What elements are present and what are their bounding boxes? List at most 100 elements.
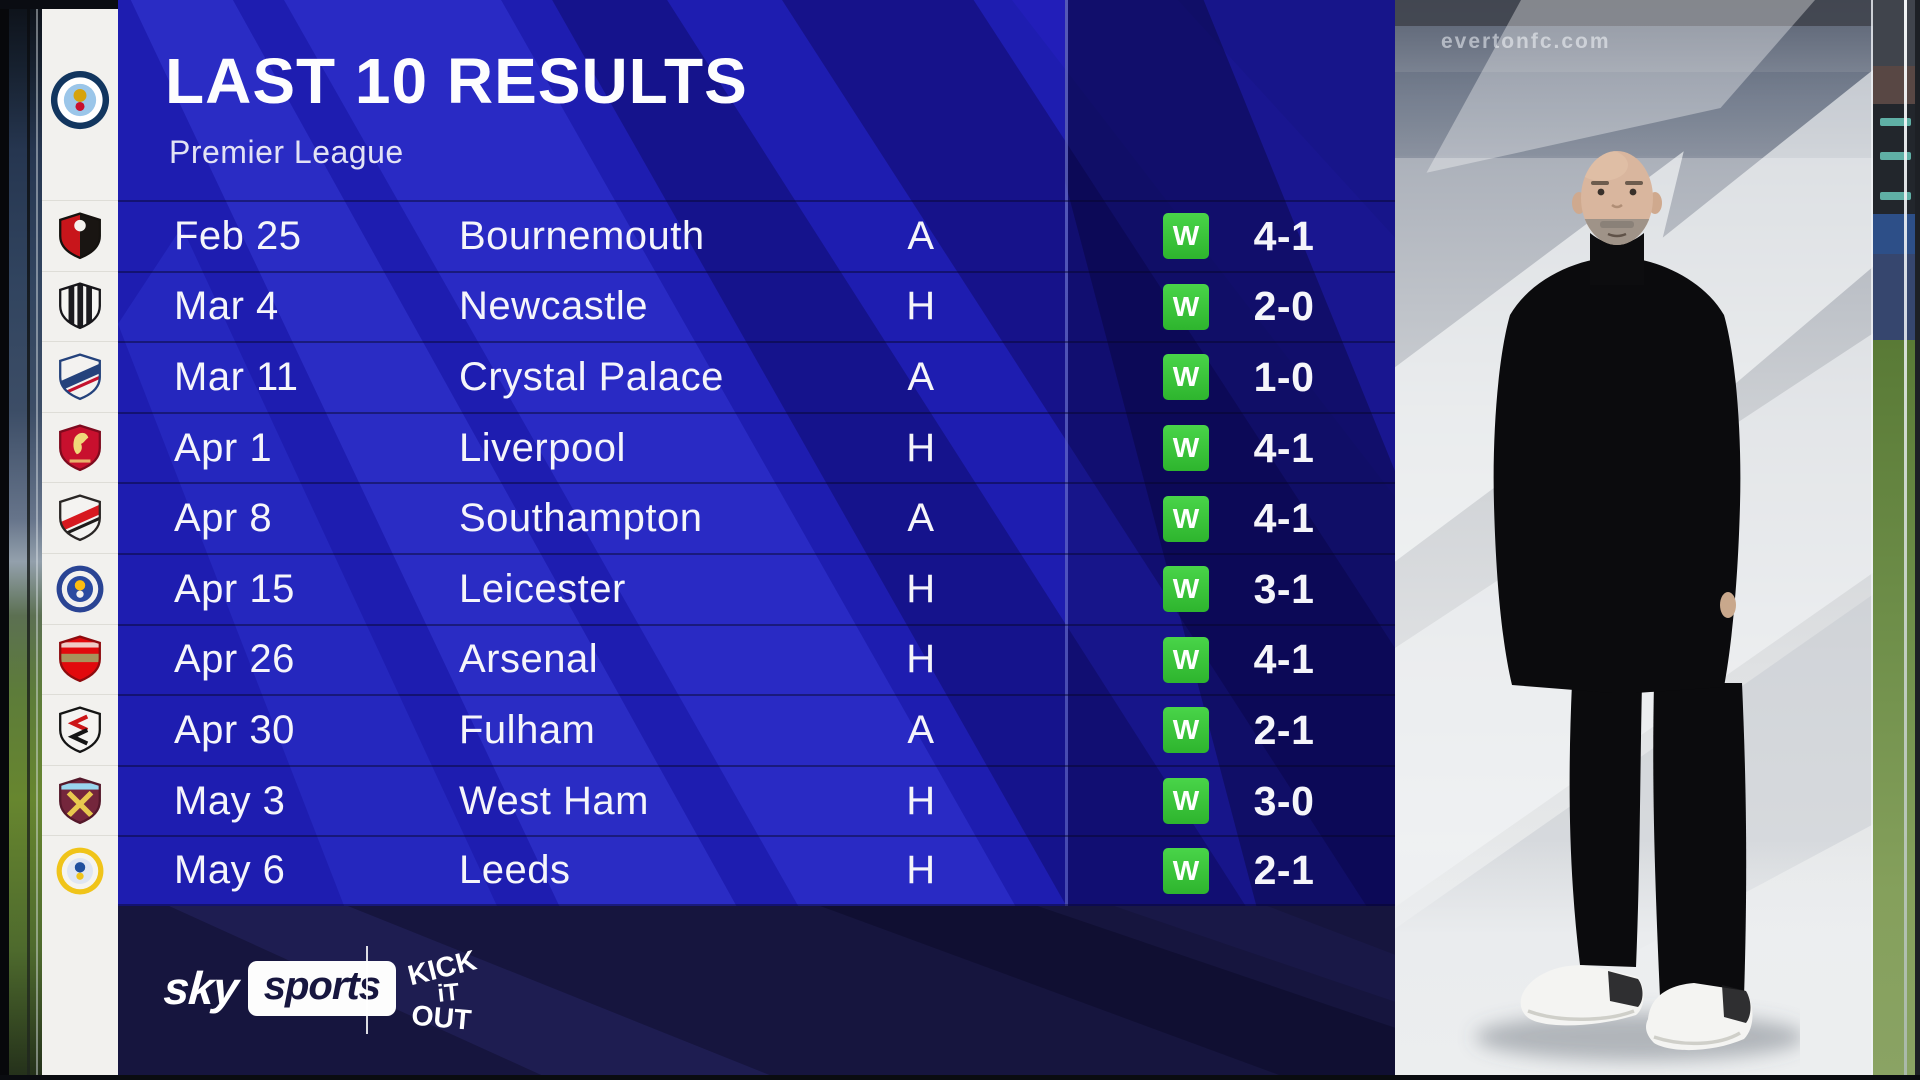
sneakers — [1520, 965, 1753, 1051]
sky-wordmark: sky — [162, 962, 240, 1014]
match-date: May 6 — [174, 848, 286, 893]
result-row: May 3 West Ham H W 3-0 — [118, 764, 1395, 836]
opponent-name: Southampton — [459, 496, 703, 541]
match-date: Apr 8 — [174, 496, 273, 541]
stadium-roof-band — [1395, 0, 1920, 26]
venue-indicator: A — [907, 496, 935, 541]
match-score: 2-1 — [1253, 706, 1315, 753]
result-badge: W — [1163, 778, 1209, 825]
venue-indicator: H — [906, 637, 936, 682]
opponent-name: Leeds — [459, 848, 571, 893]
result-badge: W — [1163, 354, 1209, 401]
venue-indicator: H — [906, 566, 936, 611]
left-glint-line — [36, 0, 38, 1080]
page-title: LAST 10 RESULTS — [165, 45, 748, 117]
bournemouth-crest-icon — [59, 212, 101, 259]
result-badge: W — [1163, 847, 1209, 894]
result-row: Apr 8 Southampton A W 4-1 — [118, 482, 1395, 553]
opponent-crest-cell — [42, 411, 118, 483]
match-score: 4-1 — [1253, 636, 1315, 683]
match-score: 3-1 — [1253, 565, 1315, 612]
scoreboard-glow — [1880, 118, 1911, 126]
stadium-video-left-sliver — [0, 0, 42, 1080]
crowd-band — [1873, 254, 1920, 340]
west-ham-crest-icon — [59, 776, 101, 824]
legs — [1569, 683, 1747, 997]
manager-photo — [1475, 151, 1800, 1061]
match-date: Apr 15 — [174, 566, 295, 611]
result-badge: W — [1163, 495, 1209, 542]
result-row: Apr 26 Arsenal H W 4-1 — [118, 623, 1395, 695]
opponent-name: Crystal Palace — [459, 354, 724, 399]
top-edge-shadow — [0, 0, 118, 9]
venue-indicator: H — [906, 848, 936, 893]
frost-edge-line — [1871, 0, 1873, 1080]
venue-indicator: A — [907, 354, 935, 399]
crest-column — [42, 0, 118, 1080]
scoreboard — [1873, 104, 1920, 214]
match-date: Apr 30 — [174, 707, 295, 752]
leeds-crest-icon — [56, 847, 104, 895]
match-score: 2-1 — [1253, 847, 1315, 894]
logo-separator-line — [366, 946, 368, 1034]
stadium-video-right-sliver — [1873, 0, 1920, 1080]
stand-structure — [1873, 66, 1920, 104]
opponent-name: Liverpool — [459, 425, 626, 470]
opponent-name: Newcastle — [459, 284, 649, 329]
kick-it-out-logo-icon: KICK iT OUT — [405, 944, 481, 1036]
stand-band — [1873, 214, 1920, 254]
opponent-crest-cell — [42, 482, 118, 553]
newcastle-crest-icon — [59, 282, 101, 330]
result-badge: W — [1163, 636, 1209, 683]
match-date: Apr 1 — [174, 425, 273, 470]
jacket — [1493, 257, 1741, 693]
left-dark-edge — [0, 0, 9, 1080]
leicester-crest-icon — [56, 565, 104, 613]
match-date: Mar 11 — [174, 354, 299, 399]
match-date: May 3 — [174, 778, 286, 823]
kio-line-3: OUT — [410, 1000, 473, 1036]
results-rows: Feb 25 Bournemouth A W 4-1 Mar 4 Newcast… — [118, 200, 1395, 906]
result-badge: W — [1163, 566, 1209, 613]
stadium-watermark-text: evertonfc.com — [1441, 30, 1611, 53]
opponent-crest-cell — [42, 623, 118, 695]
opponent-name: Fulham — [459, 707, 596, 752]
hand — [1720, 592, 1736, 618]
left-seam-line — [27, 0, 30, 1080]
sports-wordmark: sports — [263, 963, 381, 1008]
venue-indicator: A — [907, 707, 935, 752]
match-date: Mar 4 — [174, 284, 279, 329]
opponent-crest-cell — [42, 764, 118, 836]
scoreboard-glow — [1880, 152, 1911, 160]
match-date: Apr 26 — [174, 637, 295, 682]
manchester-city-crest-icon — [50, 70, 110, 130]
match-score: 4-1 — [1253, 212, 1315, 259]
opponent-crest-cell — [42, 200, 118, 271]
turtleneck — [1590, 233, 1644, 285]
score-column-shade — [1065, 0, 1395, 906]
result-row: Feb 25 Bournemouth A W 4-1 — [118, 200, 1395, 271]
opponent-crest-cell — [42, 270, 118, 342]
opponent-crest-cell — [42, 341, 118, 412]
result-badge: W — [1163, 283, 1209, 330]
opponent-name: West Ham — [459, 778, 649, 823]
arsenal-crest-icon — [59, 635, 101, 683]
result-row: Mar 11 Crystal Palace A W 1-0 — [118, 341, 1395, 412]
venue-indicator: A — [907, 213, 935, 258]
bottom-edge-bar — [0, 1075, 1920, 1080]
result-row: Apr 1 Liverpool H W 4-1 — [118, 411, 1395, 483]
match-score: 3-0 — [1253, 777, 1315, 824]
opponent-name: Arsenal — [459, 637, 599, 682]
match-score: 4-1 — [1253, 495, 1315, 542]
result-row: May 6 Leeds H W 2-1 — [118, 835, 1395, 906]
opponent-crest-cell — [42, 552, 118, 624]
sports-box: sports — [247, 960, 396, 1016]
result-row: Mar 4 Newcastle H W 2-0 — [118, 270, 1395, 342]
kio-line-2: iT — [436, 979, 461, 1008]
head — [1572, 151, 1662, 245]
results-panel: LAST 10 RESULTS Premier League Feb 25 Bo… — [118, 0, 1395, 1080]
match-score: 2-0 — [1253, 283, 1315, 330]
result-row: Apr 15 Leicester H W 3-1 — [118, 552, 1395, 624]
result-badge: W — [1163, 213, 1209, 260]
fulham-crest-icon — [59, 706, 101, 754]
